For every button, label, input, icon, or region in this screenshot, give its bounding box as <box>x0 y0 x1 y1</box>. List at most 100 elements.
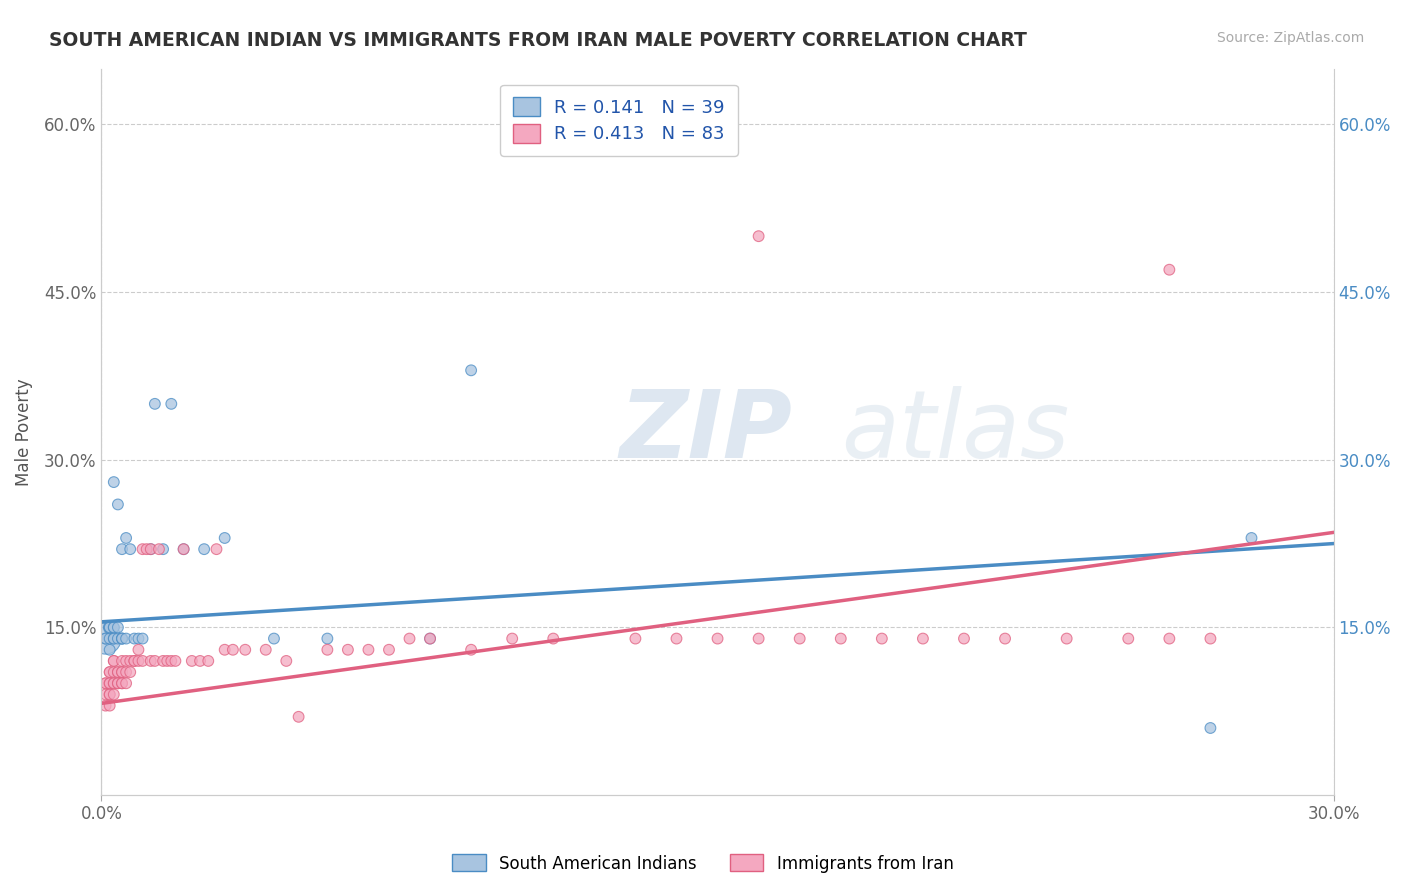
Point <box>205 542 228 557</box>
Legend: R = 0.141   N = 39, R = 0.413   N = 83: R = 0.141 N = 39, R = 0.413 N = 83 <box>501 85 738 156</box>
Point <box>419 632 441 646</box>
Point <box>143 397 166 411</box>
Point <box>1159 262 1181 277</box>
Point <box>103 632 125 646</box>
Point <box>1116 632 1139 646</box>
Point <box>336 642 359 657</box>
Point <box>98 676 121 690</box>
Point <box>131 654 153 668</box>
Point <box>1056 632 1078 646</box>
Point <box>316 632 339 646</box>
Point <box>953 632 976 646</box>
Point <box>124 654 146 668</box>
Point <box>98 698 121 713</box>
Point <box>111 632 134 646</box>
Point <box>316 642 339 657</box>
Text: SOUTH AMERICAN INDIAN VS IMMIGRANTS FROM IRAN MALE POVERTY CORRELATION CHART: SOUTH AMERICAN INDIAN VS IMMIGRANTS FROM… <box>49 31 1028 50</box>
Point <box>911 632 934 646</box>
Point <box>111 676 134 690</box>
Point <box>94 676 117 690</box>
Point <box>276 654 298 668</box>
Point <box>94 676 117 690</box>
Point <box>160 654 183 668</box>
Point <box>115 531 138 545</box>
Point <box>111 542 134 557</box>
Legend: South American Indians, Immigrants from Iran: South American Indians, Immigrants from … <box>446 847 960 880</box>
Point <box>131 632 153 646</box>
Point <box>1199 721 1222 735</box>
Point <box>94 632 117 646</box>
Point <box>994 632 1017 646</box>
Point <box>103 654 125 668</box>
Point <box>789 632 811 646</box>
Point <box>135 542 157 557</box>
Point <box>103 665 125 679</box>
Point <box>103 688 125 702</box>
Point <box>103 620 125 634</box>
Text: atlas: atlas <box>841 386 1069 477</box>
Point <box>127 642 149 657</box>
Point <box>94 632 117 646</box>
Point <box>160 397 183 411</box>
Point <box>115 632 138 646</box>
Point <box>254 642 277 657</box>
Point <box>139 542 162 557</box>
Point <box>107 665 129 679</box>
Point <box>156 654 179 668</box>
Point <box>287 710 309 724</box>
Point <box>233 642 256 657</box>
Point <box>173 542 195 557</box>
Point <box>127 632 149 646</box>
Point <box>460 363 482 377</box>
Point <box>665 632 688 646</box>
Point <box>706 632 728 646</box>
Point <box>1199 632 1222 646</box>
Point <box>115 676 138 690</box>
Point <box>139 654 162 668</box>
Point <box>460 642 482 657</box>
Point <box>94 688 117 702</box>
Point <box>419 632 441 646</box>
Point <box>115 654 138 668</box>
Point <box>98 665 121 679</box>
Point <box>214 642 236 657</box>
Point <box>98 642 121 657</box>
Point <box>103 654 125 668</box>
Point <box>98 688 121 702</box>
Point <box>398 632 420 646</box>
Point <box>152 542 174 557</box>
Point <box>103 620 125 634</box>
Point <box>111 665 134 679</box>
Text: ZIP: ZIP <box>619 386 792 478</box>
Point <box>748 632 770 646</box>
Point <box>222 642 245 657</box>
Point <box>111 632 134 646</box>
Point <box>173 542 195 557</box>
Y-axis label: Male Poverty: Male Poverty <box>15 378 32 485</box>
Point <box>103 475 125 489</box>
Point <box>188 654 211 668</box>
Point <box>148 542 170 557</box>
Point <box>98 665 121 679</box>
Point <box>143 654 166 668</box>
Point <box>107 498 129 512</box>
Point <box>98 688 121 702</box>
Point <box>98 632 121 646</box>
Point <box>98 620 121 634</box>
Point <box>98 620 121 634</box>
Point <box>543 632 565 646</box>
Point <box>111 632 134 646</box>
Point <box>263 632 285 646</box>
Point <box>94 698 117 713</box>
Point <box>120 542 142 557</box>
Point <box>214 531 236 545</box>
Point <box>127 654 149 668</box>
Point <box>830 632 852 646</box>
Point <box>111 676 134 690</box>
Point <box>124 632 146 646</box>
Point <box>357 642 380 657</box>
Point <box>1159 632 1181 646</box>
Point <box>870 632 893 646</box>
Point <box>152 654 174 668</box>
Point <box>120 665 142 679</box>
